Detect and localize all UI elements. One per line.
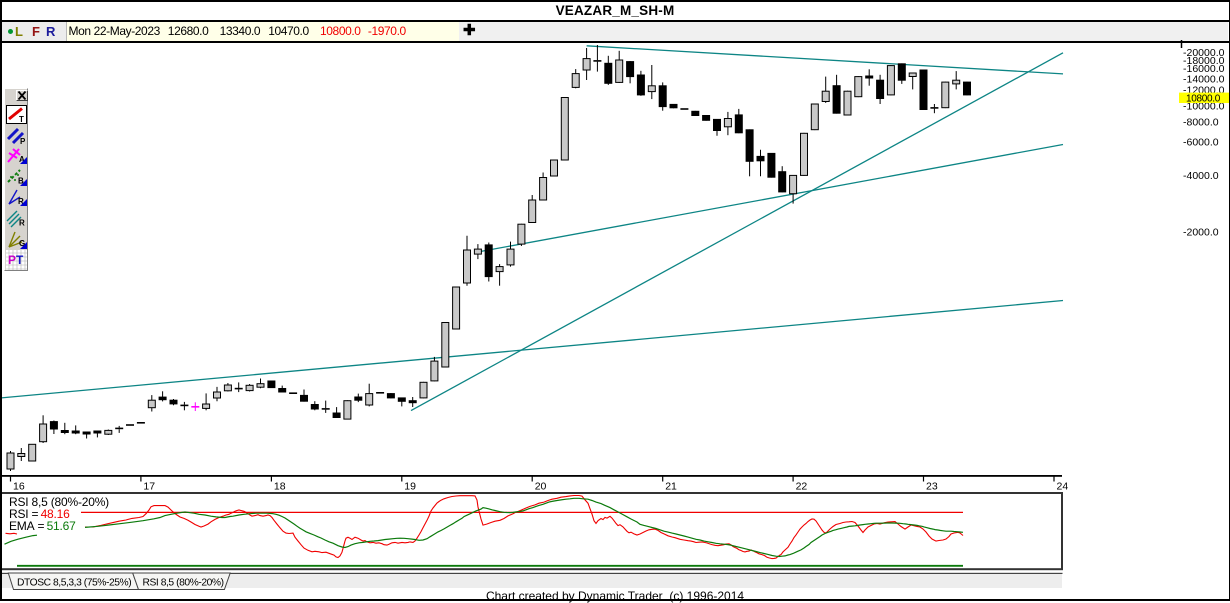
svg-text:DTOSC 8,5,3,3 (75%-25%): DTOSC 8,5,3,3 (75%-25%) <box>17 578 131 589</box>
svg-text:-18000.0: -18000.0 <box>1183 55 1225 67</box>
svg-text:P: P <box>8 253 16 267</box>
svg-text:10800.0: 10800.0 <box>1186 93 1221 104</box>
svg-text:20: 20 <box>535 481 547 493</box>
svg-text:19: 19 <box>404 481 416 493</box>
svg-text:A: A <box>19 155 25 164</box>
svg-text:G: G <box>19 239 25 248</box>
svg-text:T: T <box>19 115 24 123</box>
svg-text:17: 17 <box>143 481 155 493</box>
svg-text:-16000.0: -16000.0 <box>1183 63 1225 75</box>
svg-text:-6000.0: -6000.0 <box>1183 137 1219 149</box>
svg-text:-20000.0: -20000.0 <box>1183 47 1225 59</box>
svg-text:-14000.0: -14000.0 <box>1183 73 1225 85</box>
svg-text:21: 21 <box>665 481 677 493</box>
svg-text:23: 23 <box>926 481 938 493</box>
svg-text:16: 16 <box>13 481 25 493</box>
svg-text:R: R <box>18 197 24 206</box>
svg-text:-8000.0: -8000.0 <box>1183 117 1219 129</box>
svg-text:18: 18 <box>274 481 286 493</box>
svg-text:B: B <box>18 177 24 186</box>
svg-text:24: 24 <box>1057 481 1069 493</box>
svg-text:T: T <box>16 253 24 267</box>
svg-text:R: R <box>19 218 25 227</box>
svg-text:-10000.0: -10000.0 <box>1183 101 1225 113</box>
svg-text:RSI 8,5 (80%-20%): RSI 8,5 (80%-20%) <box>143 578 224 589</box>
svg-text:22: 22 <box>796 481 808 493</box>
svg-text:P: P <box>20 137 26 145</box>
svg-text:-4000.0: -4000.0 <box>1183 170 1219 182</box>
svg-text:-2000.0: -2000.0 <box>1183 227 1219 239</box>
